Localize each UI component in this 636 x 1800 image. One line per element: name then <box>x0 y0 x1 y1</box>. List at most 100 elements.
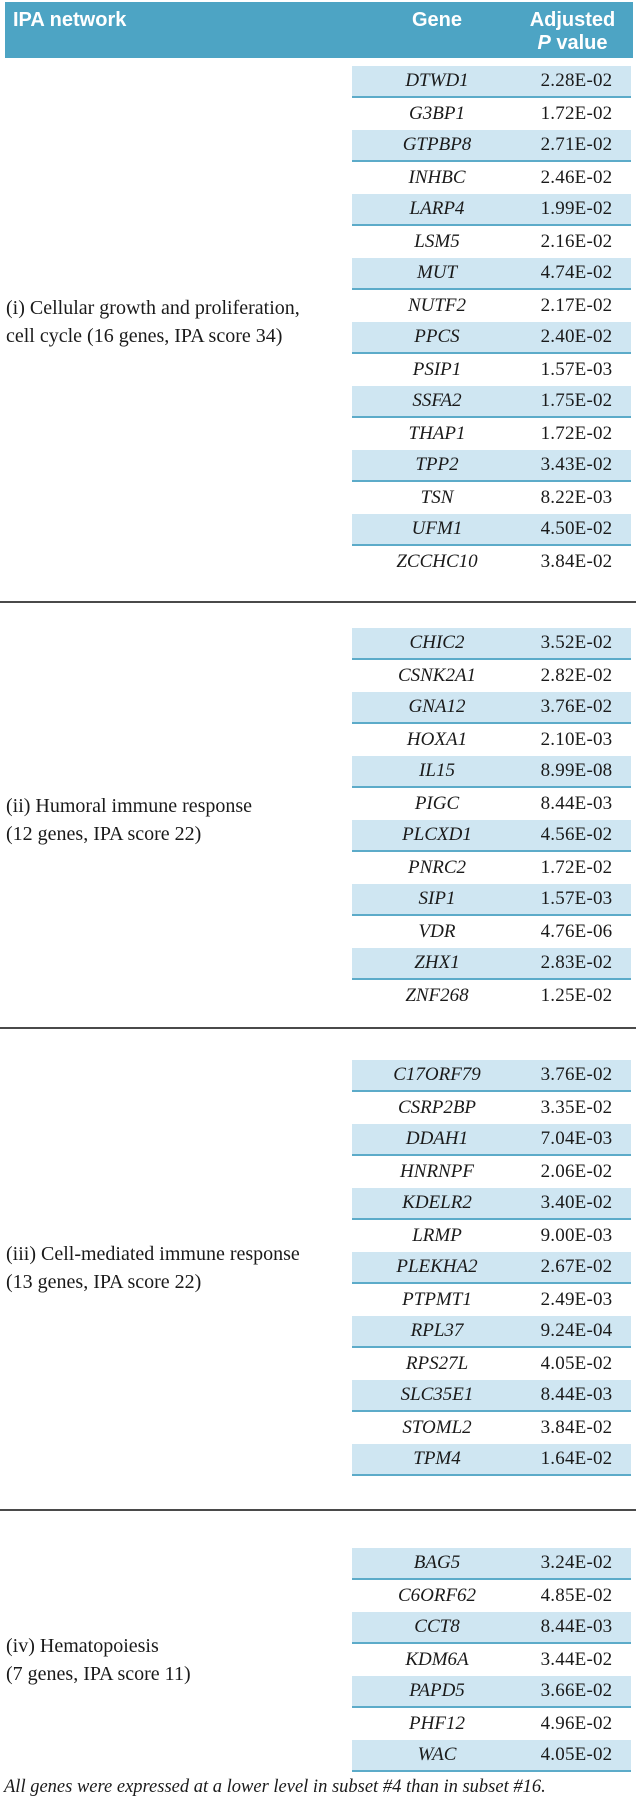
pvalue-cell: 2.82E-02 <box>540 665 613 686</box>
table-row: KDM6A 3.44E-02 <box>352 1644 631 1676</box>
gene-cell: BAG5 <box>413 1552 461 1573</box>
pvalue-cell: 2.28E-02 <box>540 70 613 91</box>
pvalue-cell: 1.72E-02 <box>540 423 613 444</box>
gene-cell: UFM1 <box>411 518 463 539</box>
table-row: RPS27L 4.05E-02 <box>352 1348 631 1380</box>
header-gene: Gene <box>411 9 463 31</box>
table-row: SLC35E1 8.44E-03 <box>352 1380 631 1412</box>
gene-cell: LSM5 <box>414 231 460 252</box>
pvalue-cell: 4.85E-02 <box>540 1585 613 1606</box>
gene-cell: WAC <box>417 1744 457 1765</box>
table-row: STOML2 3.84E-02 <box>352 1412 631 1444</box>
gene-cell: RPS27L <box>405 1353 469 1374</box>
gene-rows: DTWD1 2.28E-02 G3BP1 1.72E-02 GTPBP8 2.71E-02… <box>352 66 631 578</box>
table-row: DTWD1 2.28E-02 <box>352 66 631 98</box>
table-row: SSFA2 1.75E-02 <box>352 386 631 418</box>
section-label-line1: (ii) Humoral immune response <box>6 795 253 817</box>
gene-cell: SSFA2 <box>412 390 462 411</box>
pvalue-cell: 4.50E-02 <box>540 518 613 539</box>
table-row: NUTF2 2.17E-02 <box>352 290 631 322</box>
pvalue-cell: 3.76E-02 <box>540 1064 613 1085</box>
gene-cell: CSRP2BP <box>397 1097 477 1118</box>
gene-cell: PLEKHA2 <box>396 1256 478 1277</box>
section-label: (iii) Cell-mediated immune response (13 g… <box>0 1240 352 1296</box>
gene-cell: VDR <box>418 921 456 942</box>
gene-rows: BAG5 3.24E-02 C6ORF62 4.85E-02 CCT8 8.44E-03 K… <box>352 1548 631 1772</box>
table-row: PSIP1 1.57E-03 <box>352 354 631 386</box>
pvalue-cell: 8.44E-03 <box>540 793 613 814</box>
pvalue-cell: 1.64E-02 <box>540 1448 613 1469</box>
table-row: SIP1 1.57E-03 <box>352 884 631 916</box>
pvalue-cell: 3.52E-02 <box>540 632 613 653</box>
gene-cell: SIP1 <box>418 888 456 909</box>
pvalue-cell: 3.84E-02 <box>540 551 613 572</box>
table-row: TSN 8.22E-03 <box>352 482 631 514</box>
table-row: PTPMT1 2.49E-03 <box>352 1284 631 1316</box>
pvalue-cell: 1.72E-02 <box>540 857 613 878</box>
section-label-line1: (iv) Hematopoiesis <box>6 1635 159 1657</box>
gene-cell: PIGC <box>414 793 460 814</box>
pvalue-cell: 2.83E-02 <box>540 952 613 973</box>
table-row: INHBC 2.46E-02 <box>352 162 631 194</box>
pvalue-cell: 2.46E-02 <box>540 167 613 188</box>
table-row: RPL37 9.24E-04 <box>352 1316 631 1348</box>
pvalue-cell: 3.35E-02 <box>540 1097 613 1118</box>
pvalue-cell: 1.99E-02 <box>540 198 613 219</box>
gene-cell: ZNF268 <box>405 985 469 1006</box>
gene-cell: TPM4 <box>413 1448 461 1469</box>
table-row: LARP4 1.99E-02 <box>352 194 631 226</box>
table-row: HOXA1 2.10E-03 <box>352 724 631 756</box>
gene-cell: CHIC2 <box>409 632 465 653</box>
section-label-line2: (12 genes, IPA score 22) <box>6 823 202 845</box>
header-p-value-rest: value <box>550 32 608 54</box>
gene-cell: SLC35E1 <box>400 1384 474 1405</box>
gene-cell: TSN <box>420 487 454 508</box>
table-row: PHF12 4.96E-02 <box>352 1708 631 1740</box>
network-section: (i) Cellular growth and proliferation, ce… <box>0 66 636 578</box>
pvalue-cell: 2.06E-02 <box>540 1161 613 1182</box>
gene-cell: NUTF2 <box>407 295 467 316</box>
section-label: (iv) Hematopoiesis (7 genes, IPA score 11… <box>0 1632 352 1688</box>
pvalue-cell: 4.96E-02 <box>540 1713 613 1734</box>
gene-cell: GNA12 <box>408 696 466 717</box>
pvalue-cell: 1.57E-03 <box>540 888 613 909</box>
table-row: ZHX1 2.83E-02 <box>352 948 631 980</box>
gene-rows: C17ORF79 3.76E-02 CSRP2BP 3.35E-02 DDAH1 7.04… <box>352 1060 631 1476</box>
pvalue-cell: 1.57E-03 <box>540 359 613 380</box>
gene-cell: PTPMT1 <box>402 1289 472 1310</box>
table-row: LRMP 9.00E-03 <box>352 1220 631 1252</box>
table-row: VDR 4.76E-06 <box>352 916 631 948</box>
section-divider <box>0 601 636 603</box>
pvalue-cell: 3.24E-02 <box>540 1552 613 1573</box>
pvalue-cell: 1.72E-02 <box>540 103 613 124</box>
table-row: LSM5 2.16E-02 <box>352 226 631 258</box>
network-section: (iii) Cell-mediated immune response (13 g… <box>0 1060 636 1476</box>
gene-cell: ZCCHC10 <box>396 551 478 572</box>
pvalue-cell: 9.00E-03 <box>540 1225 613 1246</box>
gene-cell: TPP2 <box>415 454 459 475</box>
table-header-row: IPA network Gene Adjusted P value <box>5 2 633 58</box>
pvalue-cell: 4.56E-02 <box>540 824 613 845</box>
table-row: PLEKHA2 2.67E-02 <box>352 1252 631 1284</box>
section-label-line1: (i) Cellular growth and proliferation, <box>6 297 300 319</box>
gene-cell: GTPBP8 <box>402 134 472 155</box>
section-label-line1: (iii) Cell-mediated immune response <box>6 1243 300 1265</box>
table-row: HNRNPF 2.06E-02 <box>352 1156 631 1188</box>
table-row: CSRP2BP 3.35E-02 <box>352 1092 631 1124</box>
gene-cell: IL15 <box>419 760 455 781</box>
gene-cell: HOXA1 <box>406 729 468 750</box>
table-row: IL15 8.99E-08 <box>352 756 631 788</box>
table-row: G3BP1 1.72E-02 <box>352 98 631 130</box>
pvalue-cell: 3.43E-02 <box>540 454 613 475</box>
table-row: GNA12 3.76E-02 <box>352 692 631 724</box>
gene-cell: DTWD1 <box>405 70 469 91</box>
table-body: (i) Cellular growth and proliferation, ce… <box>0 66 636 1772</box>
table-row: ZNF268 1.25E-02 <box>352 980 631 1012</box>
pvalue-cell: 3.66E-02 <box>540 1680 613 1701</box>
table-footnote: All genes were expressed at a lower leve… <box>4 1777 546 1797</box>
gene-cell: PHF12 <box>409 1713 465 1734</box>
gene-cell: CSNK2A1 <box>397 665 477 686</box>
gene-cell: PLCXD1 <box>402 824 472 845</box>
gene-cell: PAPD5 <box>409 1680 465 1701</box>
header-p-symbol: P <box>537 32 551 54</box>
